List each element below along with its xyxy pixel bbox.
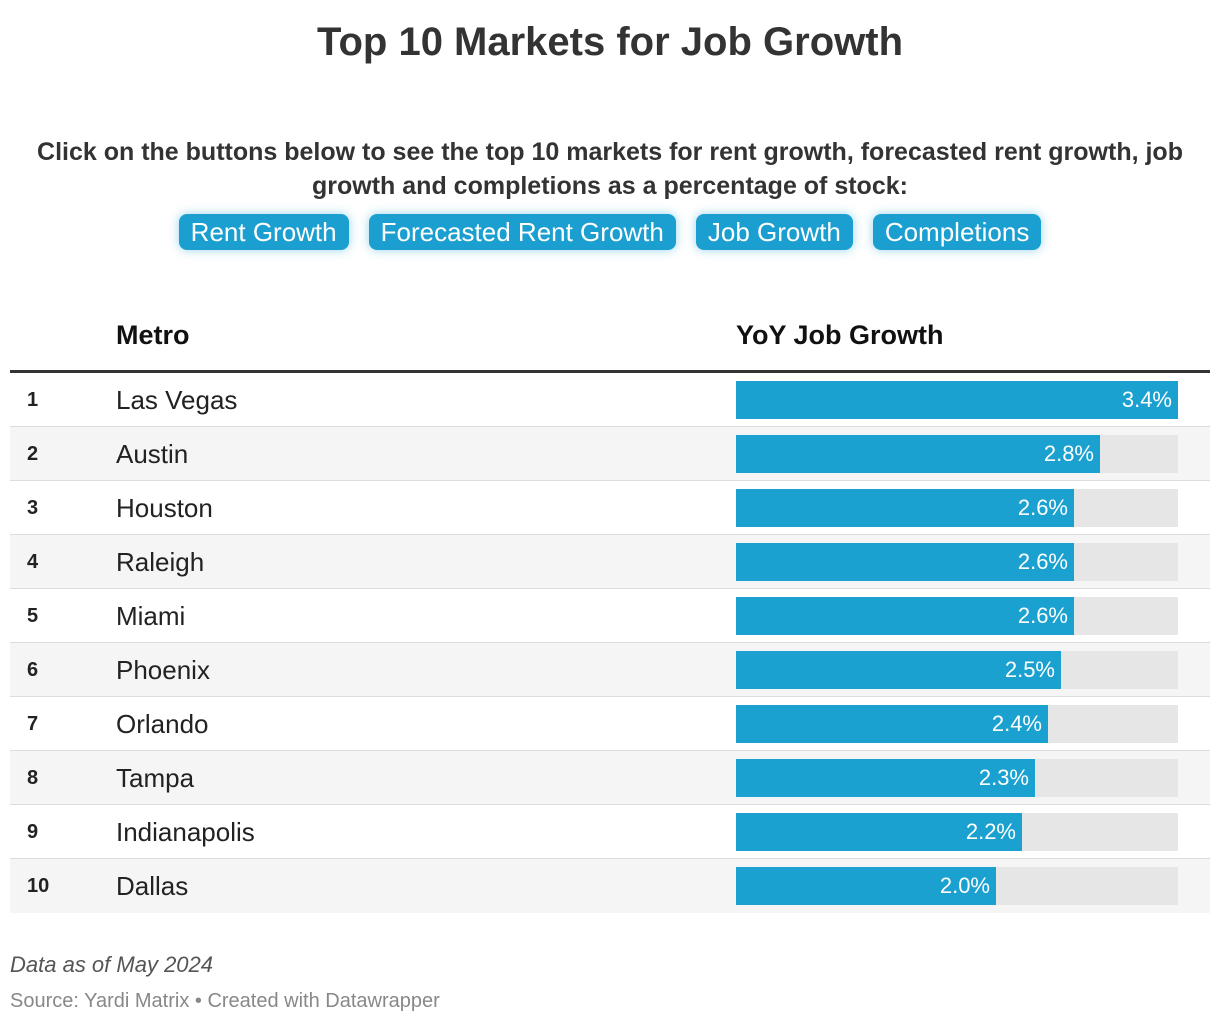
metro-label: Las Vegas <box>116 385 238 415</box>
job-growth-bar: 2.6% <box>736 489 1074 527</box>
bar-track: 2.6% <box>736 597 1178 635</box>
job-growth-button[interactable]: Job Growth <box>695 214 853 250</box>
growth-column-header[interactable]: YoY Job Growth <box>736 320 944 350</box>
rent-growth-button[interactable]: Rent Growth <box>178 214 349 250</box>
bar-value-label: 2.8% <box>1043 441 1094 466</box>
table-row: 1 Las Vegas 3.4% <box>10 373 1210 427</box>
bar-track: 2.6% <box>736 543 1178 581</box>
metro-label: Austin <box>116 439 189 469</box>
bar-track: 2.4% <box>736 705 1178 743</box>
chart-title: Top 10 Markets for Job Growth <box>317 20 903 64</box>
completions-button[interactable]: Completions <box>872 214 1042 250</box>
chart-subtitle: Click on the buttons below to see the to… <box>37 138 1183 200</box>
table-header: Metro YoY Job Growth <box>10 300 1210 373</box>
rank-label: 1 <box>27 389 39 411</box>
bar-track: 2.8% <box>736 435 1178 473</box>
rank-label: 4 <box>27 551 39 573</box>
job-growth-bar: 2.0% <box>736 867 996 905</box>
metro-label: Tampa <box>116 763 195 793</box>
bar-track: 2.6% <box>736 489 1178 527</box>
rank-label: 10 <box>27 875 50 897</box>
bar-value-label: 2.6% <box>1017 603 1068 628</box>
metro-label: Phoenix <box>116 655 210 685</box>
bar-value-label: 2.0% <box>939 873 990 898</box>
table-row: 9 Indianapolis 2.2% <box>10 805 1210 859</box>
table-row: 2 Austin 2.8% <box>10 427 1210 481</box>
table-row: 8 Tampa 2.3% <box>10 751 1210 805</box>
table-row: 5 Miami 2.6% <box>10 589 1210 643</box>
bar-track: 3.4% <box>736 381 1178 419</box>
source-note: Source: Yardi Matrix • Created with Data… <box>10 990 440 1012</box>
bar-track: 2.3% <box>736 759 1178 797</box>
rank-label: 3 <box>27 497 39 519</box>
bar-track: 2.2% <box>736 813 1178 851</box>
rank-label: 7 <box>27 713 39 735</box>
bar-track: 2.5% <box>736 651 1178 689</box>
metro-label: Indianapolis <box>116 817 255 847</box>
rank-label: 2 <box>27 443 39 465</box>
metro-label: Raleigh <box>116 547 205 577</box>
bar-track: 2.0% <box>736 867 1178 905</box>
rank-label: 5 <box>27 605 39 627</box>
rank-label: 9 <box>27 821 39 843</box>
bar-value-label: 2.6% <box>1017 549 1068 574</box>
job-growth-bar: 2.3% <box>736 759 1035 797</box>
metro-column-header[interactable]: Metro <box>116 320 190 350</box>
metro-label: Houston <box>116 493 213 523</box>
job-growth-bar: 2.4% <box>736 705 1048 743</box>
metro-label: Dallas <box>116 871 189 901</box>
data-note: Data as of May 2024 <box>10 952 214 977</box>
metric-button-group: Rent Growth Forecasted Rent Growth Job G… <box>0 214 1220 250</box>
bar-value-label: 2.6% <box>1017 495 1068 520</box>
table-row: 4 Raleigh 2.6% <box>10 535 1210 589</box>
bar-value-label: 2.3% <box>978 765 1029 790</box>
bar-value-label: 2.4% <box>991 711 1042 736</box>
table-row: 6 Phoenix 2.5% <box>10 643 1210 697</box>
job-growth-bar: 2.2% <box>736 813 1022 851</box>
table-row: 7 Orlando 2.4% <box>10 697 1210 751</box>
job-growth-bar: 2.6% <box>736 543 1074 581</box>
job-growth-bar: 3.4% <box>736 381 1178 419</box>
job-growth-bar: 2.5% <box>736 651 1061 689</box>
metro-label: Orlando <box>116 709 209 739</box>
table-body: 1 Las Vegas 3.4% 2 Austin 2.8% 3 Houston 2.6% 4 Ra… <box>10 373 1210 913</box>
forecasted-rent-growth-button[interactable]: Forecasted Rent Growth <box>368 214 676 250</box>
bar-value-label: 2.5% <box>1004 657 1055 682</box>
metro-label: Miami <box>116 601 186 631</box>
job-growth-bar: 2.8% <box>736 435 1100 473</box>
table-row: 3 Houston 2.6% <box>10 481 1210 535</box>
bar-value-label: 2.2% <box>965 819 1016 844</box>
rank-label: 8 <box>27 767 39 789</box>
job-growth-bar: 2.6% <box>736 597 1074 635</box>
bar-value-label: 3.4% <box>1121 387 1172 412</box>
rank-label: 6 <box>27 659 39 681</box>
table-row: 10 Dallas 2.0% <box>10 859 1210 913</box>
